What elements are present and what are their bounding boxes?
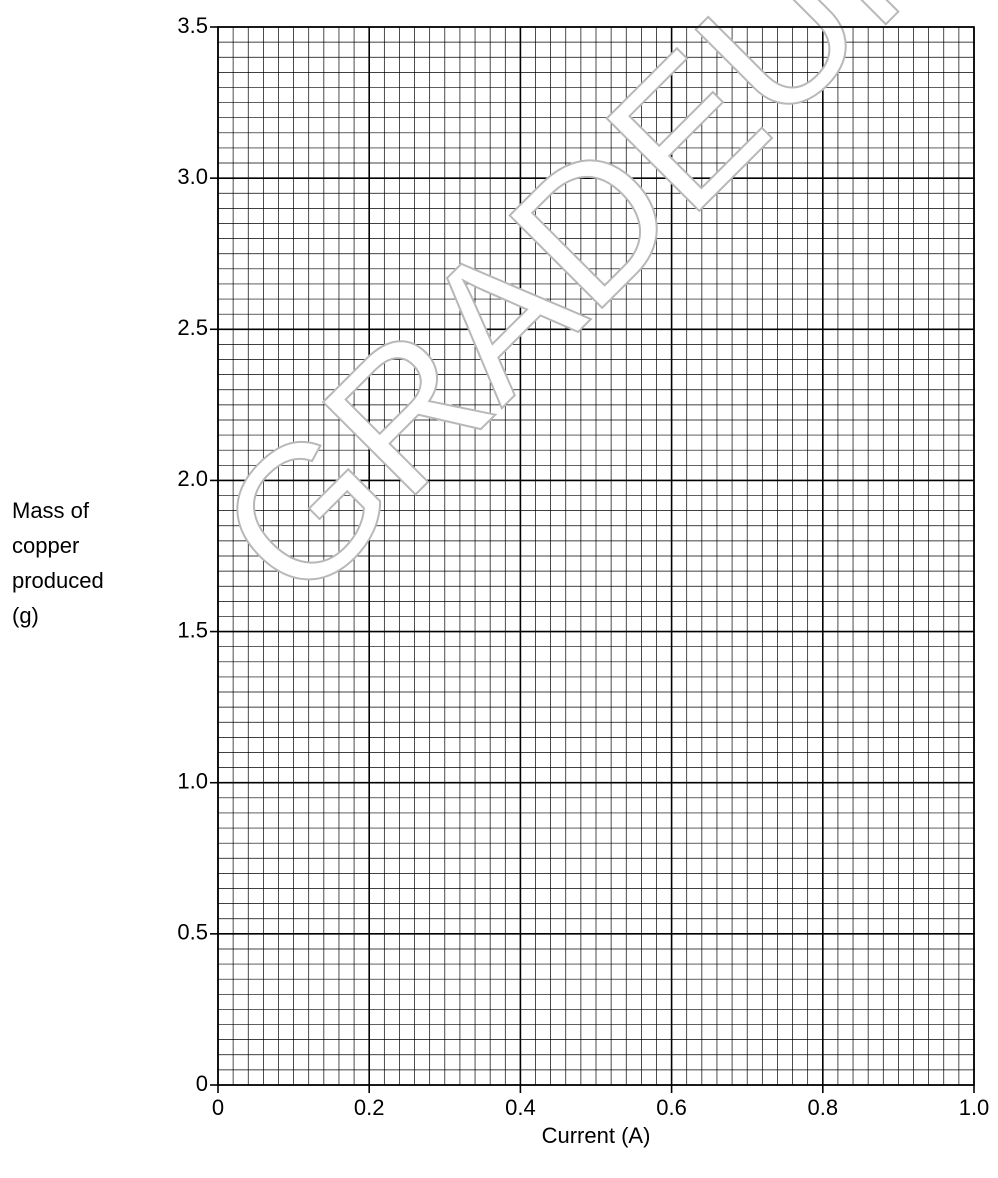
y-axis-label: (g): [12, 603, 39, 628]
plot-area: [217, 26, 975, 1086]
y-tick-label: 0.5: [177, 920, 208, 945]
y-tick-label: 3.0: [177, 164, 208, 189]
y-tick-label: 3.5: [177, 13, 208, 38]
y-axis-label: copper: [12, 533, 79, 558]
y-tick-label: 2.0: [177, 466, 208, 491]
axes: 0 0.2 0.4 0.6 0.8 1.0 0 0.5 1.0 1.5 2.0 2.5 3.0 3.5: [177, 13, 989, 1120]
y-tick-label: 1.0: [177, 769, 208, 794]
x-tick-label: 0.4: [505, 1095, 536, 1120]
y-axis-label: Mass of: [12, 498, 90, 523]
x-tick-label: 0.8: [808, 1095, 839, 1120]
y-tick-label: 2.5: [177, 315, 208, 340]
y-axis-label: produced: [12, 568, 104, 593]
x-axis-label: Current (A): [542, 1123, 651, 1148]
y-tick-label: 0: [196, 1071, 208, 1096]
watermark-layer: GRADEUP.UK: [178, 0, 998, 640]
y-tick-label: 1.5: [177, 617, 208, 642]
x-tick-label: 0.6: [656, 1095, 687, 1120]
plot-frame: [217, 26, 975, 1086]
watermark: GRADEUP.UK: [179, 0, 998, 639]
x-tick-label: 0.2: [354, 1095, 385, 1120]
x-tick-label: 0: [212, 1095, 224, 1120]
x-tick-label: 1.0: [959, 1095, 990, 1120]
